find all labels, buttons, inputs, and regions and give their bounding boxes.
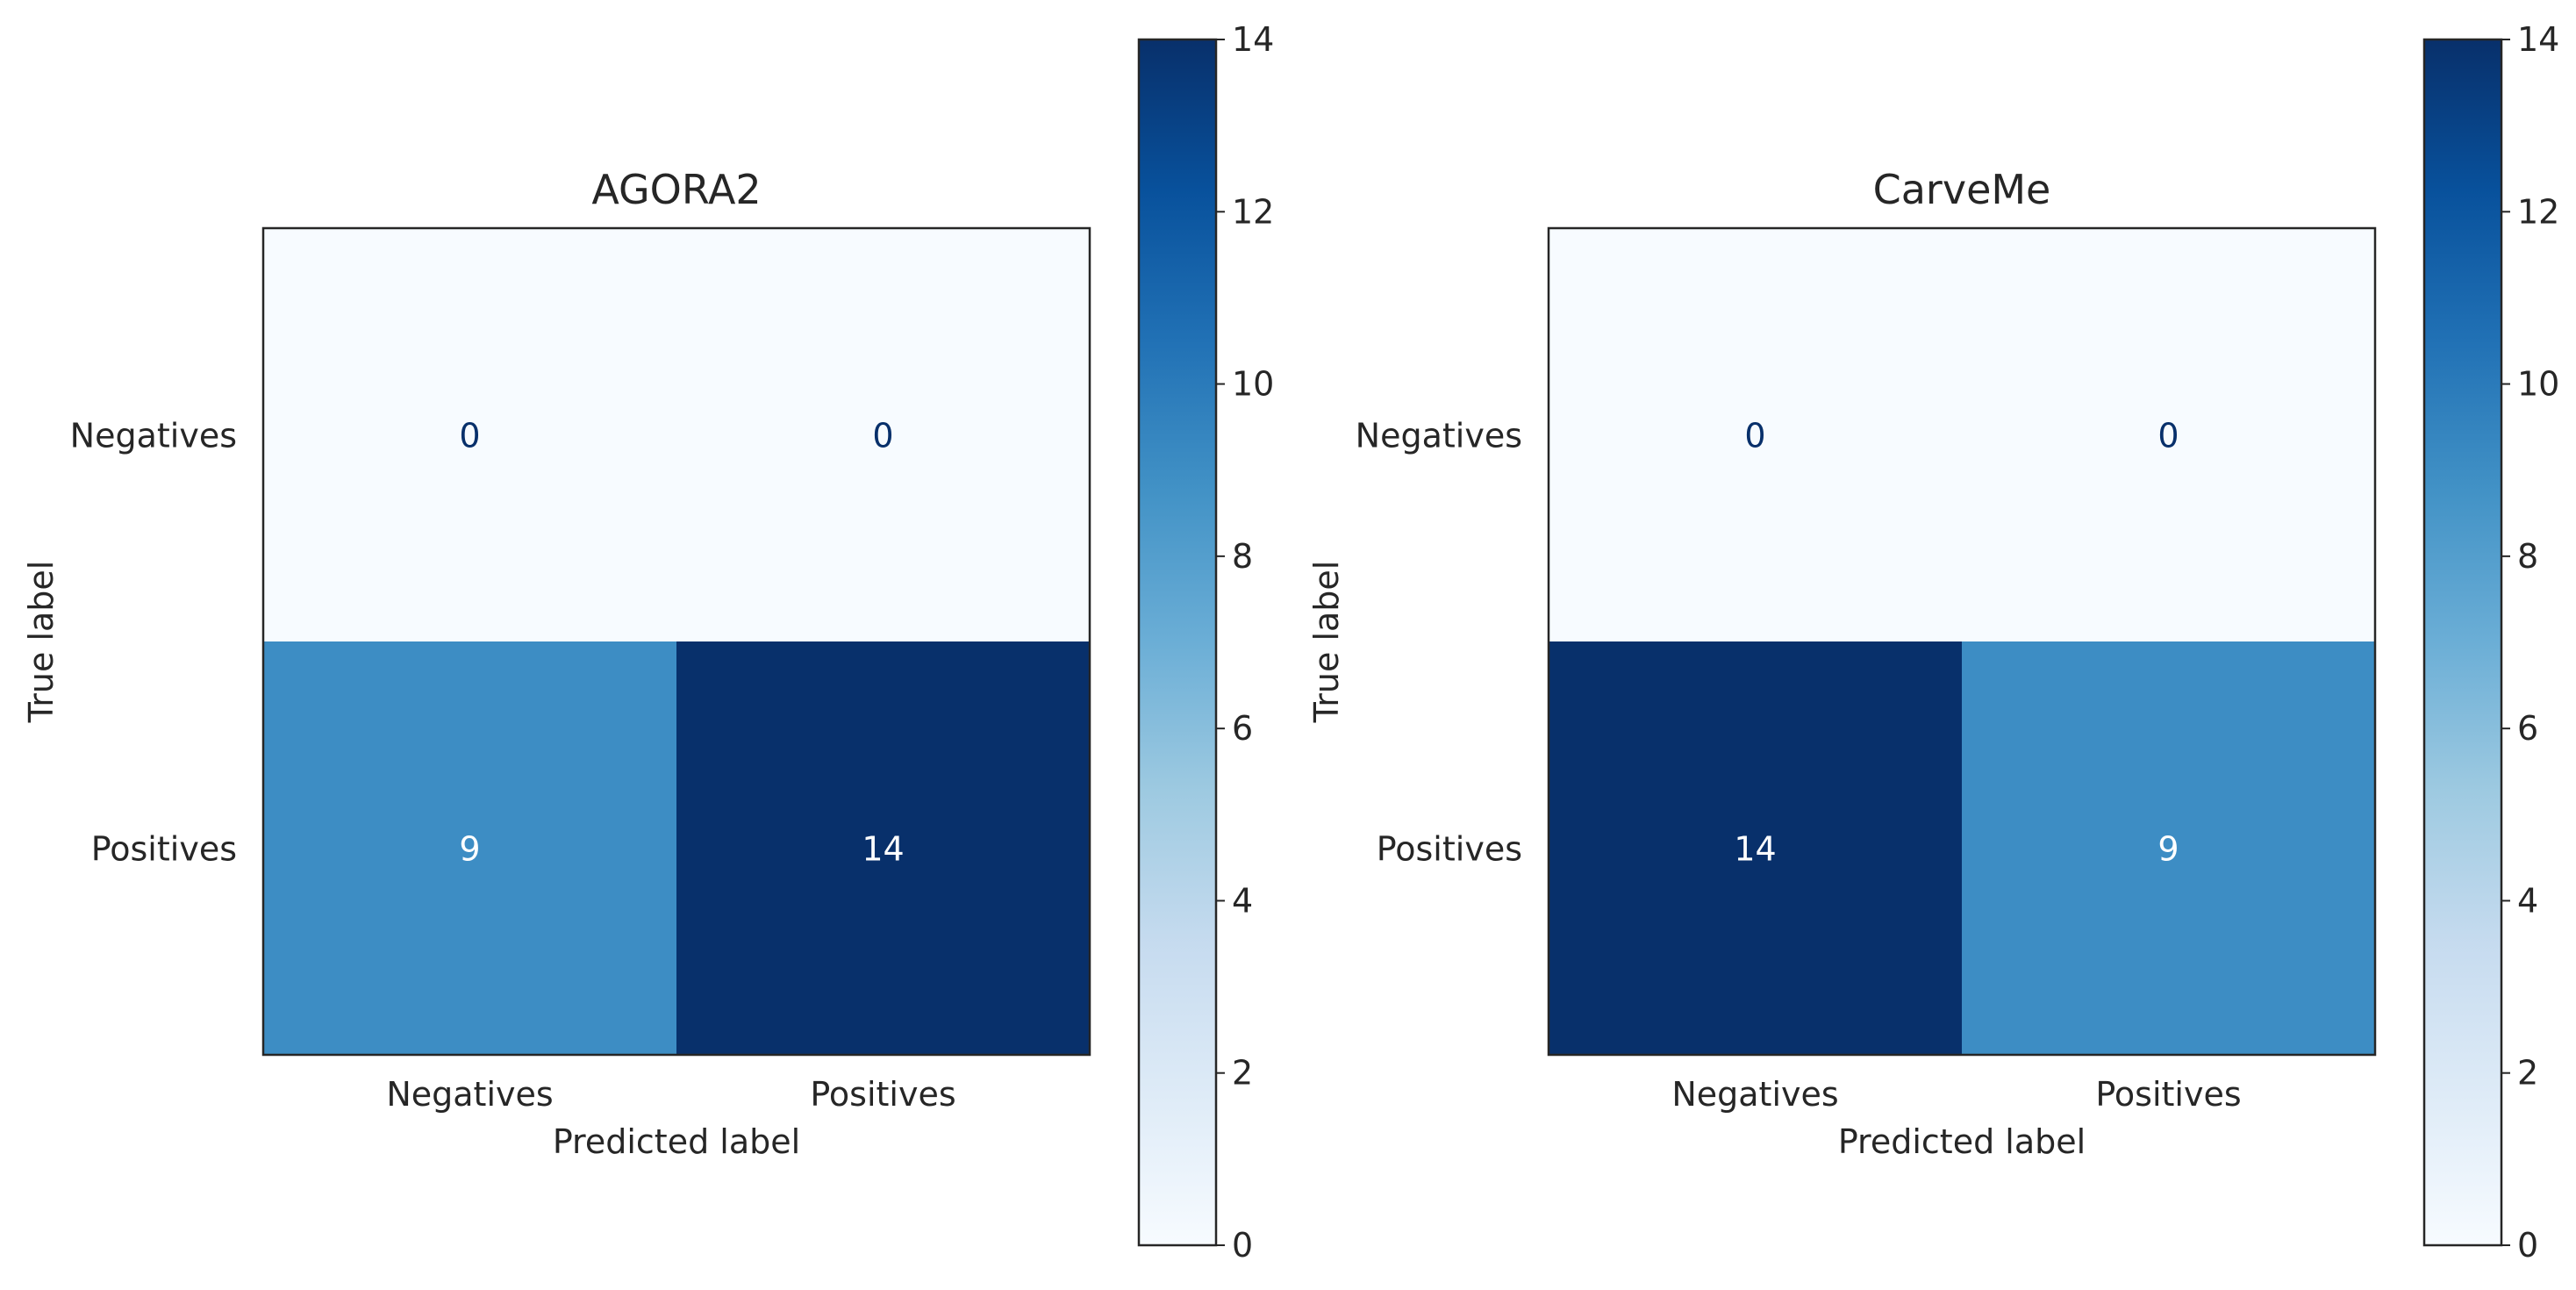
cell-value-1-1: 14 bbox=[862, 830, 904, 869]
colorbar-tick-label: 2 bbox=[2517, 1054, 2538, 1093]
y-tick-label: Positives bbox=[91, 830, 237, 869]
cell-1-0 bbox=[1549, 641, 1962, 1055]
cell-0-1 bbox=[676, 228, 1090, 641]
x-tick-label: Positives bbox=[810, 1075, 955, 1114]
cell-0-1 bbox=[1962, 228, 2375, 641]
y-tick-label: Negatives bbox=[70, 417, 237, 455]
colorbar-tick-label: 12 bbox=[2517, 192, 2559, 231]
colorbar-tick-label: 10 bbox=[1232, 365, 1274, 404]
colorbar-tick-label: 8 bbox=[1232, 537, 1253, 576]
colorbar-tick-label: 14 bbox=[2517, 20, 2559, 59]
cell-value-0-1: 0 bbox=[872, 417, 893, 455]
colorbar-tick-label: 8 bbox=[2517, 537, 2538, 576]
cell-0-0 bbox=[263, 228, 676, 641]
cell-1-1 bbox=[676, 641, 1090, 1055]
colorbar-tick-label: 10 bbox=[2517, 365, 2559, 404]
colorbar-tick-label: 14 bbox=[1232, 20, 1274, 59]
colorbar-tick-label: 0 bbox=[1232, 1226, 1253, 1265]
x-tick-label: Positives bbox=[2095, 1075, 2241, 1114]
confusion-matrix-agora2: 0 0 9 14 AGORA2 Negatives Positives Negatives Po… bbox=[22, 20, 1274, 1265]
y-tick-label: Negatives bbox=[1356, 417, 1522, 455]
colorbar-tick-label: 6 bbox=[2517, 709, 2538, 748]
y-axis-label: True label bbox=[22, 561, 61, 724]
chart-title: CarveMe bbox=[1873, 166, 2051, 213]
colorbar bbox=[2424, 39, 2501, 1245]
cell-value-0-0: 0 bbox=[1744, 417, 1765, 455]
colorbar-tick-label: 6 bbox=[1232, 709, 1253, 748]
colorbar-tick-label: 4 bbox=[1232, 881, 1253, 920]
cell-value-1-0: 9 bbox=[459, 830, 480, 869]
colorbar-tick-label: 12 bbox=[1232, 192, 1274, 231]
colorbar bbox=[1139, 39, 1216, 1245]
cell-value-0-1: 0 bbox=[2157, 417, 2179, 455]
cell-value-0-0: 0 bbox=[459, 417, 480, 455]
axes-frame bbox=[261, 226, 1091, 1057]
x-tick-label: Negatives bbox=[386, 1075, 553, 1114]
x-axis-label: Predicted label bbox=[1838, 1122, 2086, 1161]
cell-value-1-1: 9 bbox=[2157, 830, 2179, 869]
cell-value-1-0: 14 bbox=[1734, 830, 1776, 869]
x-axis-label: Predicted label bbox=[553, 1122, 800, 1161]
colorbar-frame bbox=[1137, 38, 1218, 1247]
colorbar-tick-label: 4 bbox=[2517, 881, 2538, 920]
axes-frame bbox=[1547, 226, 2377, 1057]
x-tick-label: Negatives bbox=[1671, 1075, 1838, 1114]
colorbar-frame bbox=[2422, 38, 2503, 1247]
colorbar-tick-label: 0 bbox=[2517, 1226, 2538, 1265]
y-axis-label: True label bbox=[1307, 561, 1346, 724]
chart-title: AGORA2 bbox=[591, 166, 761, 213]
cell-0-0 bbox=[1549, 228, 1962, 641]
cell-1-1 bbox=[1962, 641, 2375, 1055]
cell-1-0 bbox=[263, 641, 676, 1055]
colorbar-tick-label: 2 bbox=[1232, 1054, 1253, 1093]
y-tick-label: Positives bbox=[1377, 830, 1522, 869]
